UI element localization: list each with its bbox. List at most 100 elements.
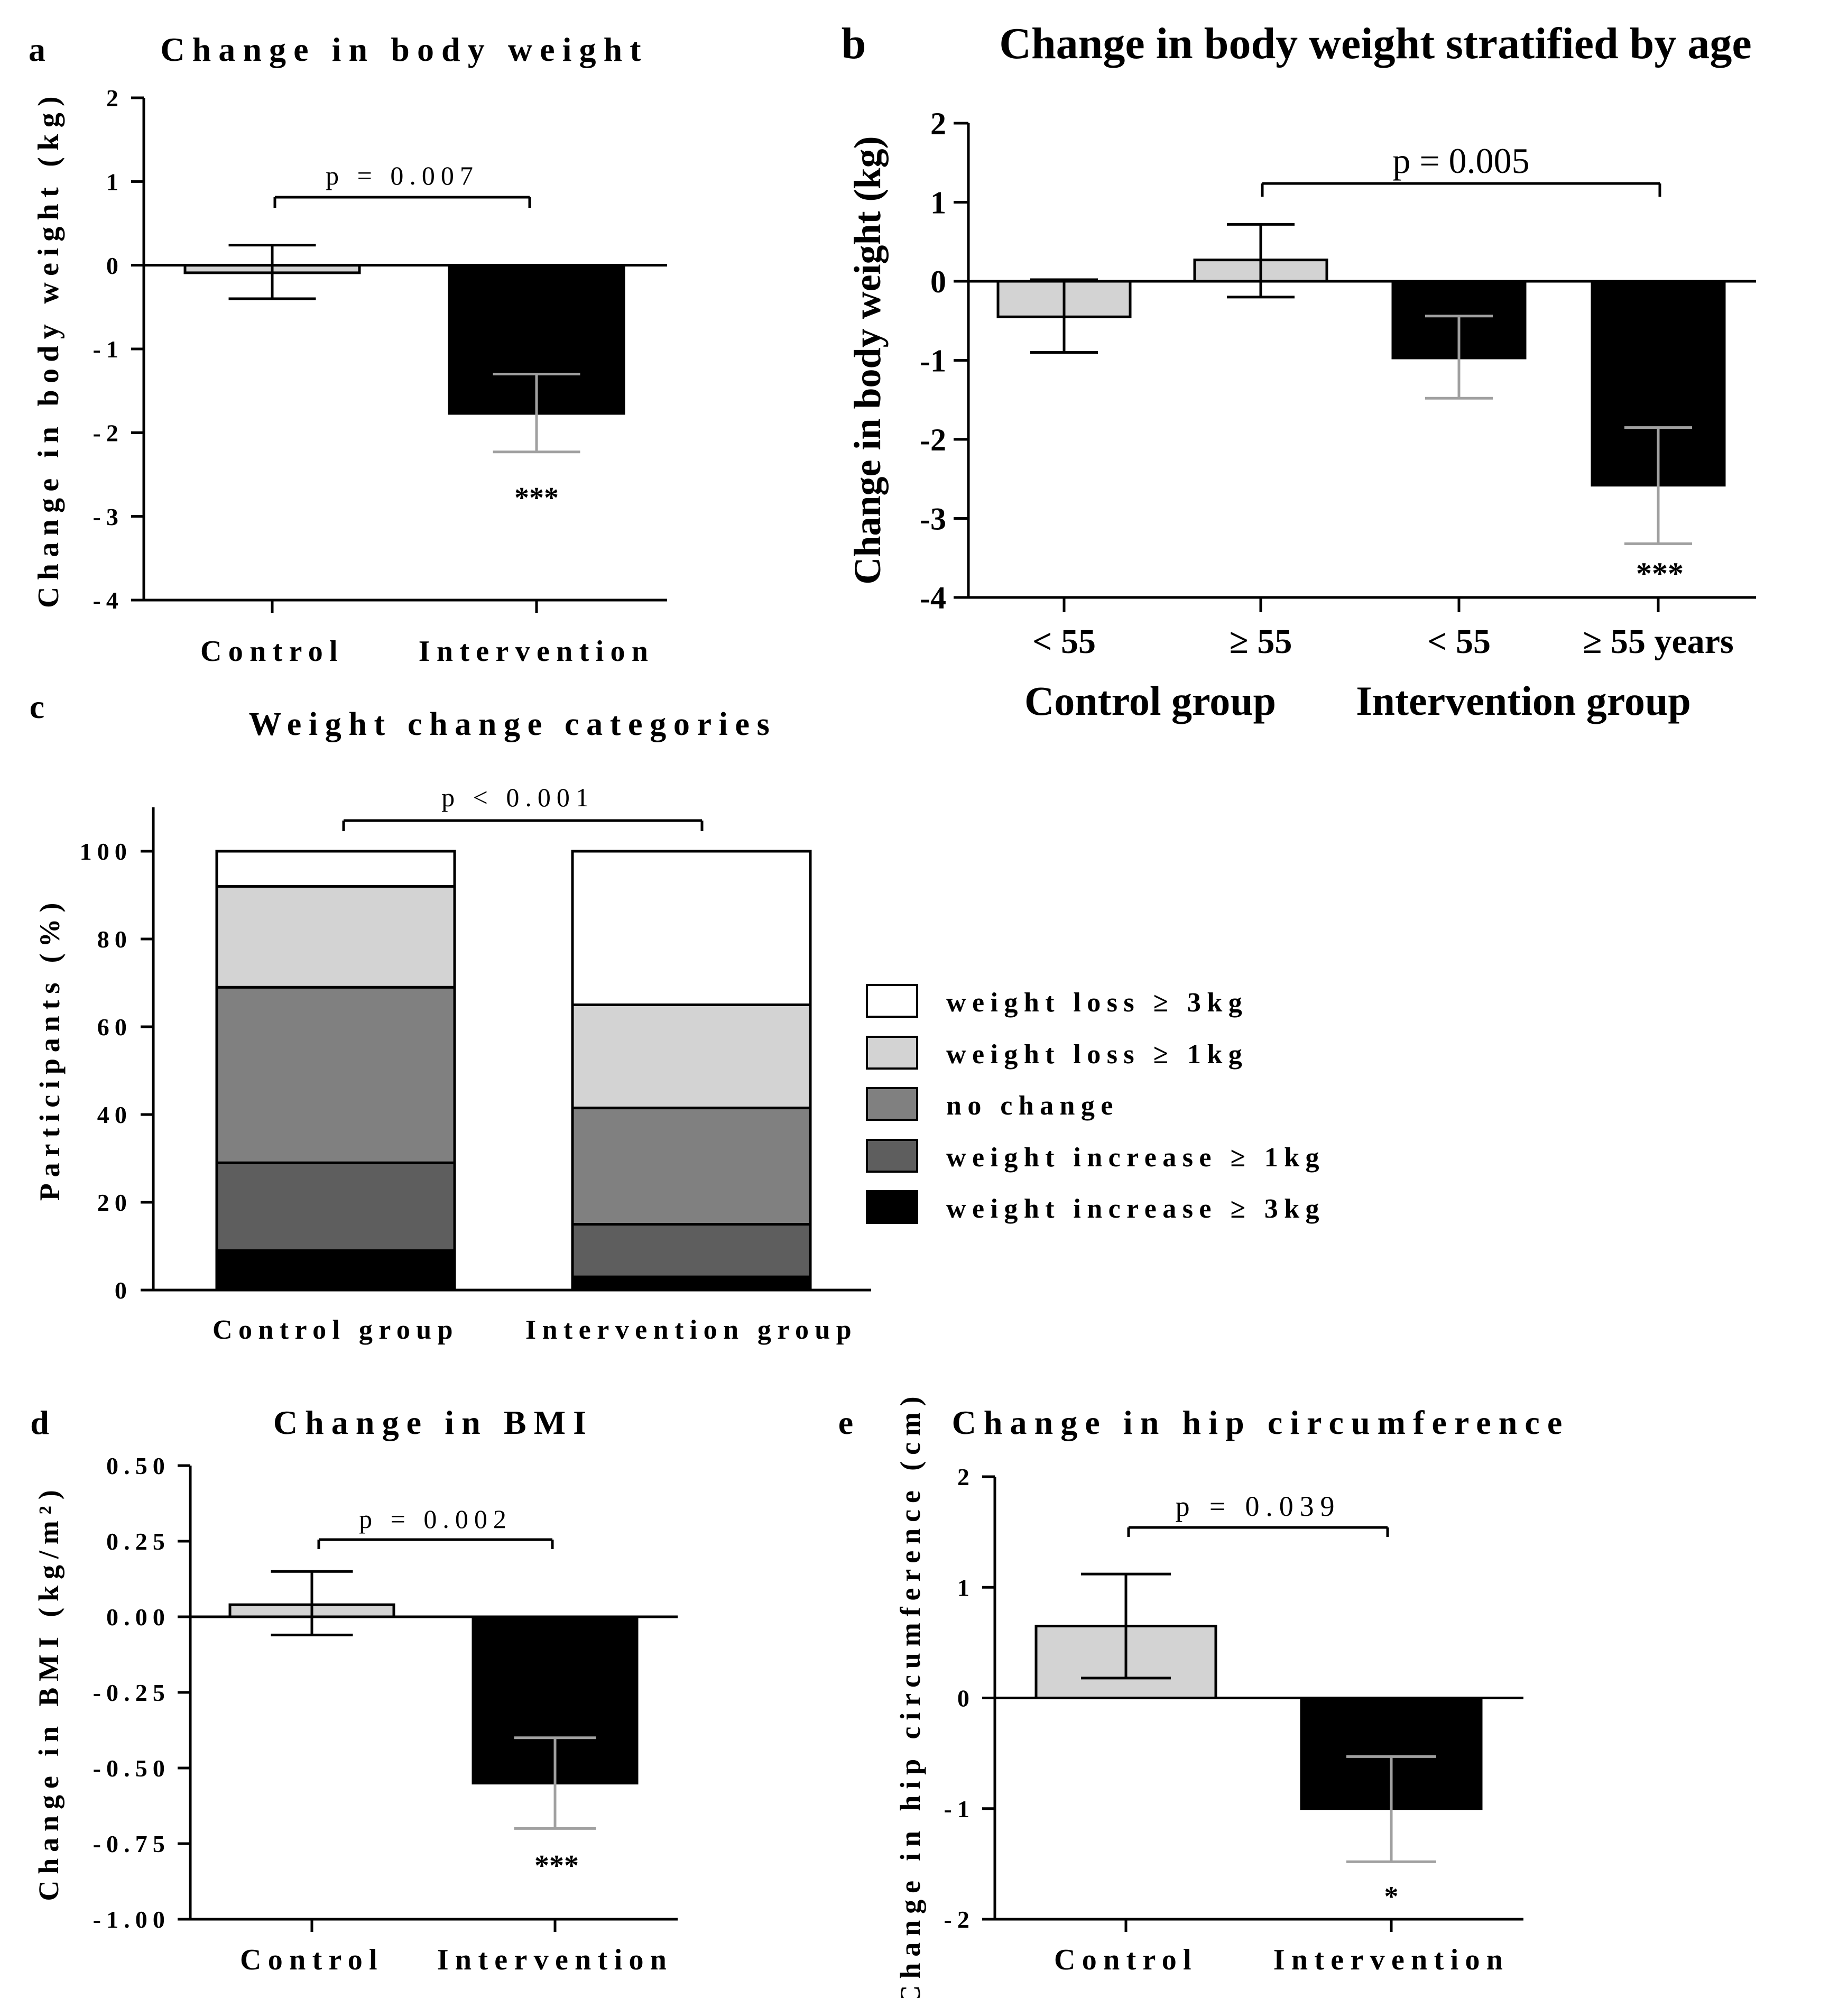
y-tick-label: -3 (920, 502, 946, 537)
y-tick-label: -3 (93, 503, 124, 530)
legend-swatch-2 (866, 1087, 918, 1121)
chart-title: Change in body weight stratified by age (999, 19, 1751, 68)
chart-title: Change in hip circumference (952, 1404, 1570, 1441)
p-value-label: p = 0.007 (326, 161, 479, 190)
legend-swatch-0 (866, 984, 918, 1018)
x-tick-label: Intervention (437, 1944, 673, 1976)
significance-stars: *** (514, 482, 559, 514)
chart-title: Weight change categories (249, 706, 777, 742)
y-tick-label: -0.25 (93, 1679, 170, 1706)
x-tick-label: Control (240, 1944, 384, 1976)
significance-bracket (317, 1538, 554, 1549)
y-tick-label: 2 (930, 106, 946, 141)
significance-stars: * (1384, 1881, 1399, 1912)
legend-swatch-4 (866, 1190, 918, 1224)
y-tick-label: -1 (920, 344, 946, 379)
y-tick-label: -2 (93, 419, 124, 446)
y-tick-label: 0.50 (106, 1452, 170, 1479)
stack-segment-1-1 (571, 1223, 812, 1278)
y-tick-label: 100 (80, 838, 132, 865)
legend-label: weight loss ≥ 3kg (946, 988, 1248, 1018)
chart-title: Change in BMI (273, 1404, 594, 1441)
stack-segment-0-3 (215, 885, 456, 989)
p-value-label: p < 0.001 (441, 782, 595, 812)
y-tick-label: -4 (93, 587, 124, 614)
error-bar-1 (1227, 223, 1295, 299)
stack-segment-1-2 (571, 1107, 812, 1226)
y-tick-label: 2 (957, 1463, 975, 1490)
error-bar-1 (514, 1736, 596, 1830)
error-bar-0 (271, 1570, 353, 1636)
y-tick-label: 1 (930, 186, 946, 220)
y-tick-label: -1 (944, 1796, 975, 1822)
y-tick-label: -0.75 (93, 1830, 170, 1857)
y-tick-label: 80 (97, 926, 132, 953)
x-tick-label: ≥ 55 (1230, 622, 1292, 661)
panel-letter: b (842, 19, 866, 68)
y-tick-label: -2 (920, 422, 946, 457)
x-tick-label: ≥ 55 years (1583, 622, 1734, 661)
p-value-label: p = 0.002 (359, 1504, 512, 1534)
panel-b: b Change in body weight stratified by age… (842, 19, 1756, 661)
stack-segment-1-0 (571, 1275, 812, 1292)
error-bar-1 (1346, 1755, 1436, 1863)
y-tick-label: 0.25 (106, 1528, 170, 1555)
y-tick-label: -4 (920, 581, 946, 615)
y-axis-label: Participants (%) (34, 897, 66, 1201)
y-axis-label: Change in body weight (kg) (32, 90, 65, 608)
panel-letter: d (30, 1404, 49, 1441)
group-label-intervention: Intervention group (1356, 678, 1690, 724)
x-tick-label: < 55 (1032, 622, 1096, 661)
y-tick-label: 0.00 (106, 1604, 170, 1631)
y-tick-label: -1 (93, 336, 124, 363)
y-axis-label: Change in hip circumference (cm) (894, 1390, 926, 1998)
stack-segment-0-1 (215, 1161, 456, 1252)
y-tick-label: 1 (106, 168, 124, 195)
panel-letter: c (30, 688, 44, 725)
x-tick-label: Intervention (1273, 1944, 1510, 1976)
group-labels: Control group Intervention group (1024, 678, 1691, 724)
error-bar-1 (493, 373, 580, 454)
error-bar-2 (1425, 315, 1493, 400)
legend-swatch-3 (866, 1139, 918, 1173)
x-tick-label: Intervention (419, 635, 655, 668)
significance-bracket (273, 196, 531, 208)
x-tick-label: Intervention group (525, 1315, 857, 1345)
error-bar-0 (228, 244, 316, 300)
stack-segment-0-4 (215, 850, 456, 888)
stack-segment-1-3 (571, 1003, 812, 1110)
legend-swatch-1 (866, 1036, 918, 1070)
x-tick-label: Control group (212, 1315, 459, 1345)
error-bar-0 (1081, 1572, 1171, 1680)
y-tick-label: 2 (106, 85, 124, 112)
stack-segment-0-0 (215, 1249, 456, 1292)
legend-label: weight increase ≥ 3kg (946, 1194, 1325, 1224)
p-value-label: p = 0.039 (1176, 1490, 1341, 1522)
panel-e: e Change in hip circumference 2 1 0 -1 -2 Contr… (838, 1390, 1570, 1998)
p-value-label: p = 0.005 (1392, 141, 1529, 181)
group-label-control: Control group (1024, 678, 1276, 724)
legend-label: no change (946, 1091, 1119, 1121)
error-bar-3 (1624, 426, 1692, 545)
y-tick-label: 0 (115, 1277, 132, 1304)
y-axis-label: Change in BMI (kg/m²) (33, 1484, 64, 1901)
y-tick-label: 20 (97, 1189, 132, 1216)
panel-a: a Change in body weight 2 1 0 -1 -2 -3 -4 Control… (29, 31, 667, 668)
x-tick-label: Control (1054, 1944, 1198, 1976)
y-tick-label: -2 (944, 1906, 975, 1933)
panel-letter: e (838, 1404, 853, 1441)
y-axis-label: Change in body weight (kg) (846, 136, 889, 584)
y-tick-label: 0 (930, 264, 946, 299)
panel-letter: a (29, 31, 45, 68)
significance-bracket (1127, 1526, 1389, 1537)
y-tick-label: -0.50 (93, 1755, 170, 1782)
error-bar-0 (1030, 278, 1098, 354)
stack-segment-1-4 (571, 850, 812, 1006)
significance-bracket (342, 819, 704, 831)
y-tick-label: 0 (106, 252, 124, 279)
chart-title: Change in body weight (160, 31, 648, 68)
y-tick-label: 60 (97, 1014, 132, 1041)
significance-bracket (1261, 182, 1661, 197)
legend-label: weight loss ≥ 1kg (946, 1039, 1248, 1070)
